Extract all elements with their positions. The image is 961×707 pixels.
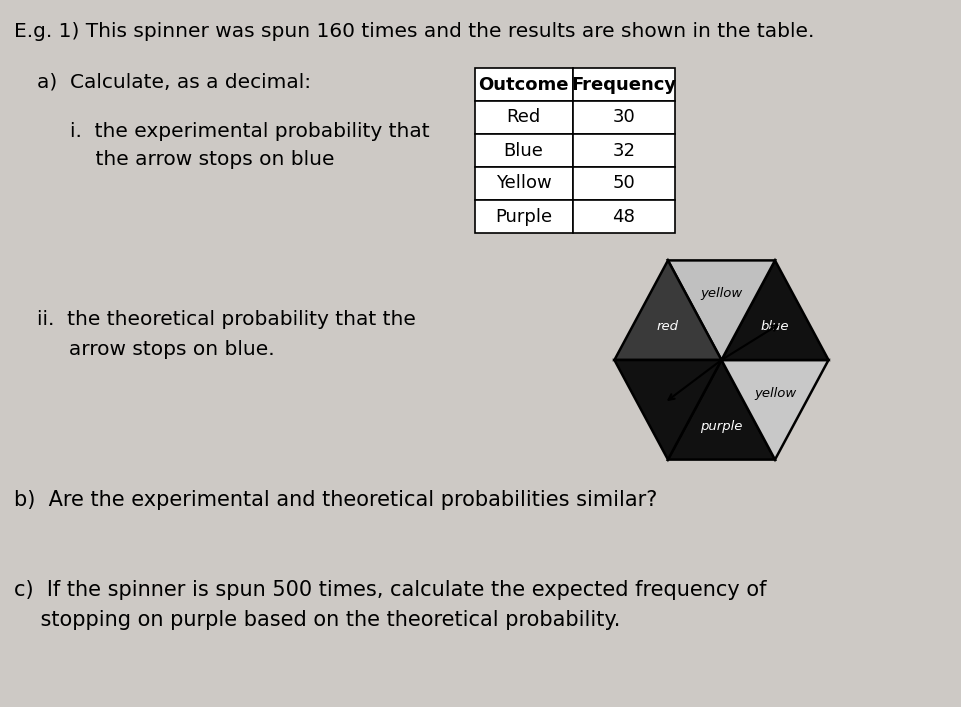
Text: Frequency: Frequency [571,76,676,93]
Bar [572,167,675,200]
Text: Blue: Blue [504,141,543,160]
Bar [572,134,675,167]
Polygon shape [667,360,775,460]
Text: yellow: yellow [753,387,796,399]
Bar [572,68,675,101]
Bar [475,134,572,167]
Text: red: red [656,320,678,333]
Text: 48: 48 [611,207,634,226]
Text: Yellow: Yellow [495,175,551,192]
Text: i.  the experimental probability that: i. the experimental probability that [70,122,429,141]
Bar [475,167,572,200]
Text: 50: 50 [612,175,634,192]
Polygon shape [721,260,827,360]
Text: Purple: Purple [495,207,552,226]
Text: arrow stops on blue.: arrow stops on blue. [37,340,275,359]
Text: 32: 32 [611,141,634,160]
Text: Outcome: Outcome [478,76,568,93]
Text: purple: purple [700,420,742,433]
Text: 30: 30 [612,108,634,127]
Polygon shape [721,360,827,460]
Text: blue: blue [760,320,788,333]
Text: E.g. 1) This spinner was spun 160 times and the results are shown in the table.: E.g. 1) This spinner was spun 160 times … [14,22,814,41]
Text: b)  Are the experimental and theoretical probabilities similar?: b) Are the experimental and theoretical … [14,490,656,510]
Text: the arrow stops on blue: the arrow stops on blue [70,150,334,169]
Text: c)  If the spinner is spun 500 times, calculate the expected frequency of: c) If the spinner is spun 500 times, cal… [14,580,766,600]
Text: a)  Calculate, as a decimal:: a) Calculate, as a decimal: [37,72,311,91]
Text: stopping on purple based on the theoretical probability.: stopping on purple based on the theoreti… [14,610,620,630]
Bar [475,101,572,134]
Bar [475,200,572,233]
Polygon shape [614,260,721,360]
Bar [572,200,675,233]
Polygon shape [667,260,775,360]
Text: yellow: yellow [700,287,742,300]
Bar [572,101,675,134]
Text: Red: Red [506,108,540,127]
Text: ii.  the theoretical probability that the: ii. the theoretical probability that the [37,310,416,329]
Bar [475,68,572,101]
Polygon shape [614,360,721,460]
